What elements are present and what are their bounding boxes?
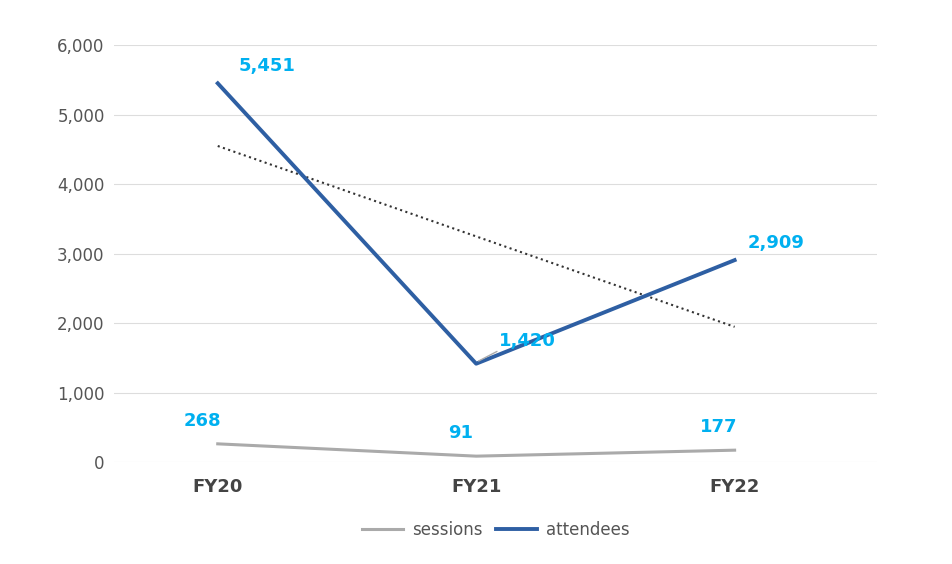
Text: 1,420: 1,420 xyxy=(499,332,556,350)
Text: 177: 177 xyxy=(700,418,737,437)
Text: 91: 91 xyxy=(447,424,473,442)
Legend: sessions, attendees: sessions, attendees xyxy=(355,514,635,546)
Text: 268: 268 xyxy=(183,412,221,430)
Text: 5,451: 5,451 xyxy=(238,57,295,75)
Text: 2,909: 2,909 xyxy=(746,234,803,252)
